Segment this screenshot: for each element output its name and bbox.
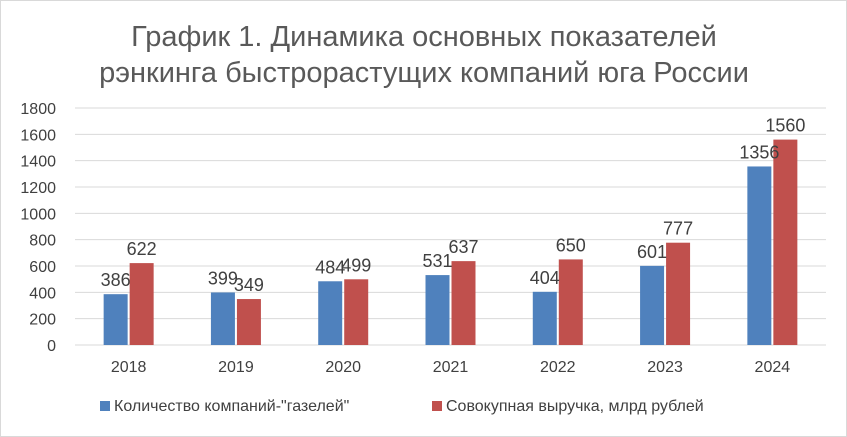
legend-swatch-series-2 — [432, 401, 442, 411]
x-tick-label: 2020 — [325, 359, 361, 376]
legend-label-series-2: Совокупная выручка, млрд рублей — [446, 398, 704, 415]
chart-title-line-1: График 1. Динамика основных показателей — [131, 21, 717, 53]
gridlines — [75, 107, 826, 346]
x-tick-label: 2018 — [111, 359, 147, 376]
x-tick-label: 2022 — [540, 359, 576, 376]
data-label: 399 — [208, 268, 238, 288]
y-tick-label: 400 — [29, 285, 56, 302]
bar-1-2018 — [103, 294, 128, 345]
data-label: 601 — [637, 242, 667, 262]
y-axis-ticks: 0 200 400 600 800 1000 1200 1400 1600 1800 — [20, 101, 56, 355]
y-tick-label: 200 — [29, 312, 56, 329]
y-tick-label: 1600 — [20, 127, 56, 144]
x-tick-label: 2024 — [755, 359, 791, 376]
legend: Количество компаний-"газелей" Совокупная… — [100, 398, 704, 415]
bar-2-2020 — [344, 279, 369, 345]
data-label: 349 — [234, 275, 264, 295]
y-tick-label: 600 — [29, 259, 56, 276]
bar-1-2019 — [210, 292, 235, 345]
data-label: 386 — [101, 270, 131, 290]
x-tick-label: 2023 — [647, 359, 683, 376]
y-tick-label: 1800 — [20, 101, 56, 118]
bars — [103, 139, 798, 345]
data-label: 1356 — [739, 142, 779, 162]
data-label: 1560 — [765, 116, 805, 136]
y-tick-label: 0 — [47, 338, 56, 355]
data-label: 404 — [530, 268, 560, 288]
bar-1-2022 — [532, 291, 557, 345]
data-label: 531 — [422, 251, 452, 271]
y-tick-label: 800 — [29, 233, 56, 250]
bar-1-2020 — [318, 281, 343, 345]
x-axis-ticks: 2018 2019 2020 2021 2022 2023 2024 — [111, 359, 790, 376]
bar-2-2019 — [236, 299, 261, 345]
data-label: 499 — [341, 255, 371, 275]
bar-2-2021 — [451, 261, 476, 345]
legend-swatch-series-1 — [100, 401, 110, 411]
bar-2-2024 — [773, 139, 798, 345]
chart-title-line-2: рэнкинга быстрорастущих компаний юга Рос… — [99, 57, 749, 89]
x-tick-label: 2021 — [433, 359, 469, 376]
legend-label-series-1: Количество компаний-"газелей" — [114, 398, 349, 415]
y-tick-label: 1000 — [20, 206, 56, 223]
bar-1-2023 — [640, 265, 665, 345]
data-label: 637 — [448, 237, 478, 257]
x-tick-label: 2019 — [218, 359, 254, 376]
data-label: 650 — [556, 235, 586, 255]
data-label: 484 — [315, 257, 345, 277]
bar-2-2018 — [129, 263, 154, 345]
data-label: 777 — [663, 219, 693, 239]
data-label: 622 — [127, 239, 157, 259]
bar-2-2022 — [558, 259, 583, 345]
y-tick-label: 1400 — [20, 154, 56, 171]
bar-1-2024 — [747, 166, 772, 345]
bar-1-2021 — [425, 275, 450, 345]
bar-2-2023 — [666, 242, 691, 345]
y-tick-label: 1200 — [20, 180, 56, 197]
